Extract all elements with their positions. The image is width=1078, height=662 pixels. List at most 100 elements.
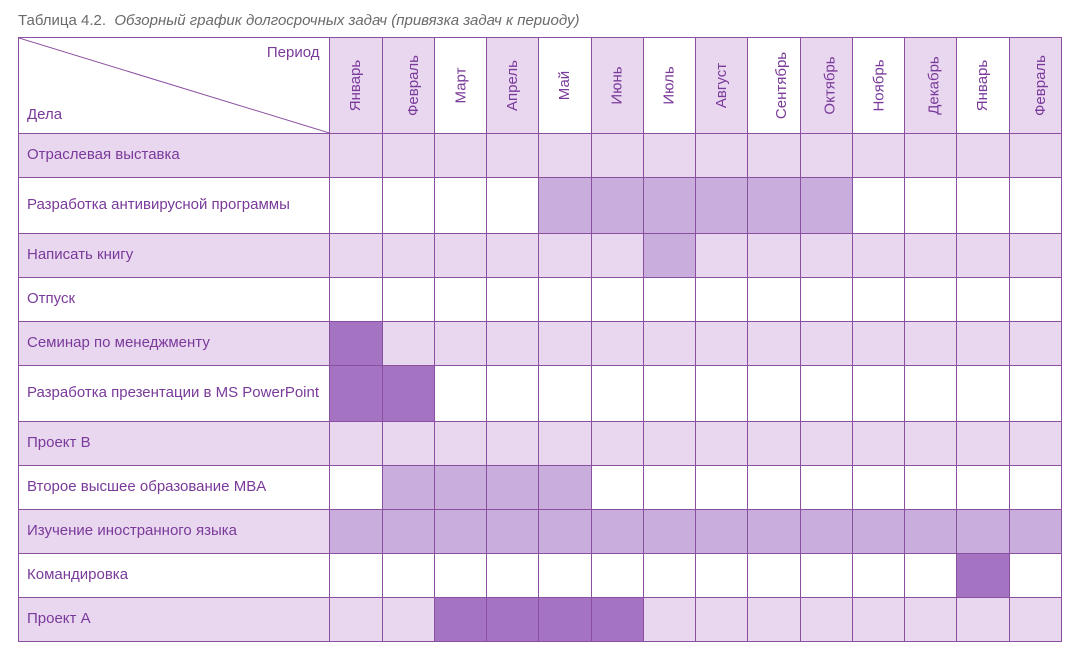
gantt-cell	[539, 322, 591, 366]
month-header: Октябрь	[800, 38, 852, 134]
gantt-cell	[330, 422, 382, 466]
gantt-cell	[696, 234, 748, 278]
task-label-cell: Командировка	[19, 554, 330, 598]
gantt-cell	[696, 278, 748, 322]
gantt-cell	[591, 134, 643, 178]
gantt-cell	[434, 322, 486, 366]
gantt-cell	[1009, 178, 1061, 234]
month-header: Февраль	[382, 38, 434, 134]
gantt-cell	[539, 466, 591, 510]
month-header: Ноябрь	[852, 38, 904, 134]
table-row: Семинар по менеджменту	[19, 322, 1062, 366]
gantt-cell	[591, 466, 643, 510]
gantt-cell	[434, 278, 486, 322]
gantt-cell	[748, 134, 800, 178]
gantt-cell	[330, 466, 382, 510]
month-label: Март	[452, 68, 469, 104]
gantt-cell	[434, 466, 486, 510]
gantt-cell	[852, 366, 904, 422]
gantt-cell	[957, 366, 1009, 422]
gantt-cell	[1009, 322, 1061, 366]
gantt-cell	[382, 510, 434, 554]
gantt-cell	[539, 366, 591, 422]
task-label-cell: Разработка антивирусной программы	[19, 178, 330, 234]
gantt-cell	[748, 422, 800, 466]
gantt-cell	[905, 322, 957, 366]
table-row: Отраслевая выставка	[19, 134, 1062, 178]
gantt-cell	[434, 234, 486, 278]
task-label: Разработка презентации в MS PowerPoint	[27, 384, 319, 401]
gantt-cell	[382, 234, 434, 278]
gantt-cell	[643, 322, 695, 366]
gantt-cell	[643, 510, 695, 554]
gantt-cell	[330, 178, 382, 234]
gantt-cell	[696, 178, 748, 234]
gantt-cell	[1009, 134, 1061, 178]
gantt-cell	[487, 322, 539, 366]
gantt-cell	[330, 234, 382, 278]
gantt-cell	[800, 466, 852, 510]
gantt-cell	[643, 366, 695, 422]
corner-header: Период Дела	[19, 38, 330, 134]
task-label-cell: Семинар по менеджменту	[19, 322, 330, 366]
gantt-cell	[382, 598, 434, 642]
gantt-cell	[905, 366, 957, 422]
gantt-cell	[382, 466, 434, 510]
gantt-cell	[382, 554, 434, 598]
gantt-cell	[1009, 422, 1061, 466]
gantt-cell	[1009, 466, 1061, 510]
gantt-cell	[330, 278, 382, 322]
gantt-cell	[591, 366, 643, 422]
month-label: Май	[557, 71, 574, 100]
gantt-cell	[382, 422, 434, 466]
gantt-cell	[800, 234, 852, 278]
gantt-cell	[748, 510, 800, 554]
task-label-cell: Проект B	[19, 422, 330, 466]
gantt-cell	[539, 178, 591, 234]
gantt-cell	[696, 366, 748, 422]
task-label-cell: Отраслевая выставка	[19, 134, 330, 178]
table-row: Проект A	[19, 598, 1062, 642]
task-label-cell: Второе высшее образование MBA	[19, 466, 330, 510]
gantt-cell	[330, 598, 382, 642]
gantt-cell	[696, 466, 748, 510]
gantt-table: Период Дела ЯнварьФевральМартАпрельМайИю…	[18, 37, 1062, 642]
gantt-cell	[696, 554, 748, 598]
task-label-cell: Разработка презентации в MS PowerPoint	[19, 366, 330, 422]
gantt-cell	[487, 134, 539, 178]
gantt-cell	[434, 510, 486, 554]
month-header: Апрель	[487, 38, 539, 134]
task-label: Отраслевая выставка	[27, 146, 180, 163]
gantt-cell	[330, 366, 382, 422]
gantt-cell	[957, 278, 1009, 322]
gantt-cell	[800, 366, 852, 422]
gantt-cell	[382, 278, 434, 322]
gantt-cell	[643, 234, 695, 278]
task-label: Семинар по менеджменту	[27, 334, 210, 351]
gantt-cell	[800, 510, 852, 554]
gantt-cell	[434, 134, 486, 178]
gantt-cell	[957, 322, 1009, 366]
gantt-cell	[1009, 598, 1061, 642]
gantt-cell	[591, 598, 643, 642]
gantt-cell	[434, 598, 486, 642]
gantt-cell	[539, 598, 591, 642]
gantt-cell	[487, 466, 539, 510]
gantt-cell	[539, 134, 591, 178]
gantt-cell	[800, 422, 852, 466]
table-head: Период Дела ЯнварьФевральМартАпрельМайИю…	[19, 38, 1062, 134]
gantt-cell	[591, 510, 643, 554]
gantt-cell	[905, 554, 957, 598]
gantt-cell	[852, 178, 904, 234]
table-row: Разработка презентации в MS PowerPoint	[19, 366, 1062, 422]
month-label: Сентябрь	[774, 52, 791, 119]
gantt-cell	[487, 510, 539, 554]
task-label-cell: Проект A	[19, 598, 330, 642]
task-label: Командировка	[27, 566, 128, 583]
gantt-cell	[591, 554, 643, 598]
month-header: Август	[696, 38, 748, 134]
month-header: Май	[539, 38, 591, 134]
gantt-cell	[905, 466, 957, 510]
gantt-cell	[852, 234, 904, 278]
gantt-cell	[434, 422, 486, 466]
